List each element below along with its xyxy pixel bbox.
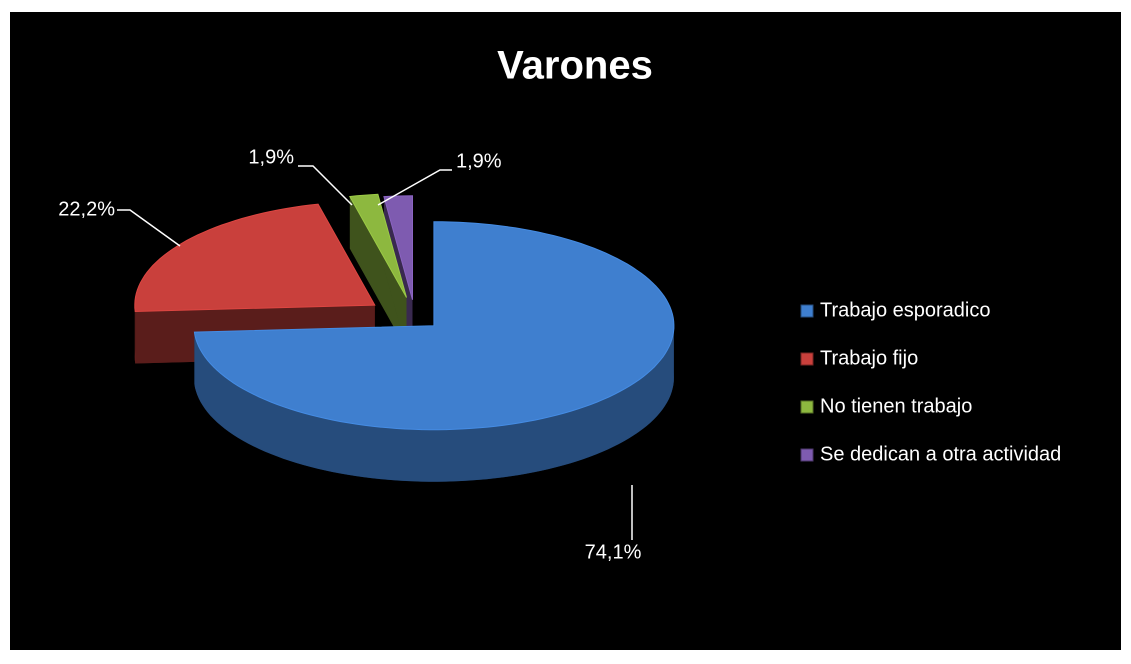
legend-swatch [800,448,814,462]
pie-slice [193,221,675,482]
legend-label: No tienen trabajo [820,395,972,417]
pie-slice [348,193,407,350]
slice-side [349,196,407,350]
legend-swatch [800,352,814,366]
slice [134,203,376,313]
data-label: 1,9% [248,146,294,168]
leader-line [377,169,452,206]
chart-title: Varones [497,44,653,88]
legend-label: Trabajo fijo [820,347,918,369]
slice [348,193,407,298]
legend-label: Se dedican a otra actividad [820,443,1061,465]
data-label: 22,2% [58,198,115,220]
data-label: 1,9% [456,150,502,172]
data-label: 74,1% [585,541,642,563]
leader-line [117,209,181,247]
slice-wall [194,325,674,482]
legend-swatch [800,304,814,318]
legend-swatch [800,400,814,414]
slice [193,221,675,431]
slice [383,195,413,300]
legend-label: Trabajo esporadico [820,299,990,321]
leader-line [298,165,353,206]
